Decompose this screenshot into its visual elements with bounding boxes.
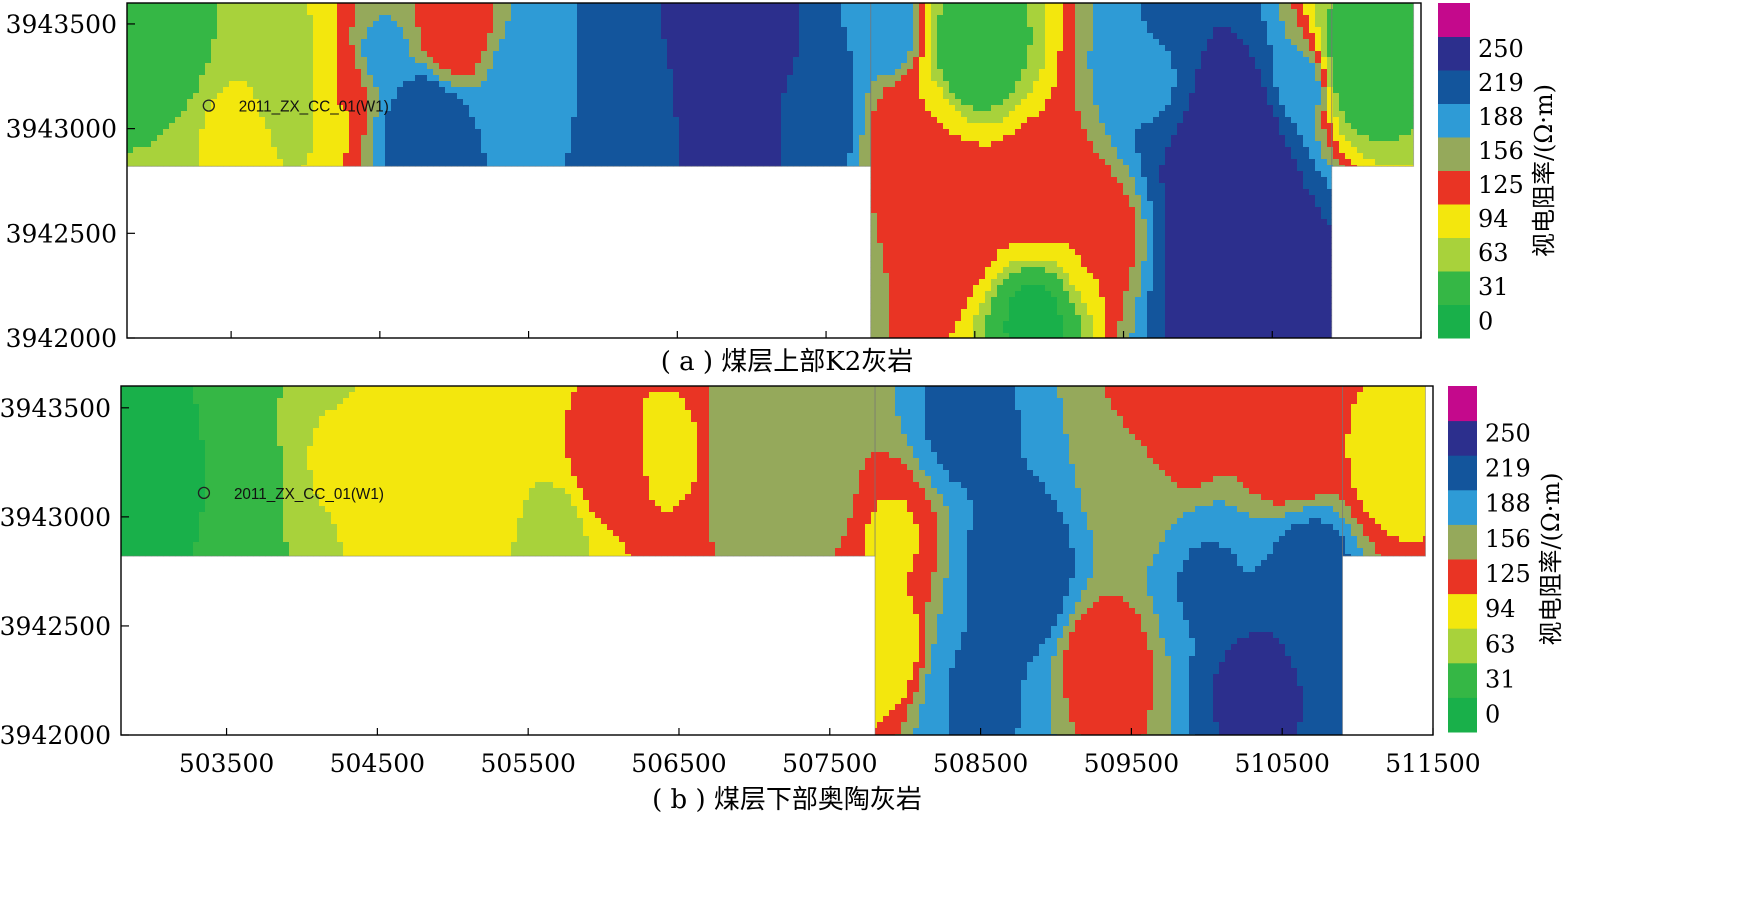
x-tick-label: 505500 — [480, 749, 575, 778]
colorbar-tick-label: 0 — [1485, 701, 1500, 729]
colorbar-tick-label: 0 — [1478, 307, 1493, 335]
colorbar-tick-label: 125 — [1478, 171, 1524, 199]
ticks-a: 3942000 3942500 3943000 3943500 — [6, 10, 1422, 353]
colorbar-tick-label: 250 — [1485, 419, 1531, 447]
y-tick-label: 3942000 — [6, 324, 117, 353]
colorbar-tick-label: 219 — [1485, 454, 1531, 482]
colorbar-segment — [1448, 628, 1477, 664]
colorbar-label: 视电阻率/(Ω·m) — [1530, 84, 1558, 257]
x-tick-label: 506500 — [631, 749, 726, 778]
axes-a — [126, 2, 1422, 339]
x-tick-label: 504500 — [330, 749, 425, 778]
colorbar-tick-label: 156 — [1485, 525, 1531, 553]
well-marker-a: 2011_ZX_CC_01(W1) — [202, 99, 389, 116]
colorbar-tick-label: 250 — [1478, 35, 1524, 63]
well-label: 2011_ZX_CC_01(W1) — [234, 486, 384, 503]
colorbar-segment — [1438, 3, 1470, 37]
x-tick-label: 508500 — [933, 749, 1028, 778]
colorbar-segment — [1448, 455, 1477, 491]
x-tick-label: 503500 — [179, 749, 274, 778]
ticks-b: 3942000 3942500 3943000 3943500 503500 504500… — [0, 394, 1481, 778]
caption-b: ( b ) 煤层下部奥陶灰岩 — [652, 785, 922, 815]
colorbar-tick-label: 31 — [1478, 273, 1509, 301]
colorbar-segment — [1448, 662, 1477, 698]
colorbar-segment — [1448, 386, 1477, 422]
colorbar-tick-label: 219 — [1478, 69, 1524, 97]
x-tick-label: 511500 — [1385, 749, 1480, 778]
colorbar-segment — [1448, 420, 1477, 456]
colorbar-tick-label: 94 — [1478, 205, 1509, 233]
y-tick-label: 3943000 — [6, 115, 117, 144]
colorbar-segment — [1438, 204, 1470, 238]
colorbar-segment — [1438, 137, 1470, 171]
colorbar-segment — [1438, 103, 1470, 138]
colorbar-tick-label: 63 — [1478, 239, 1509, 267]
colorbar-segment — [1438, 36, 1470, 71]
colorbar-segment — [1448, 524, 1477, 560]
x-tick-label: 510500 — [1234, 749, 1329, 778]
resistivity-map-b — [120, 385, 1426, 736]
axes-b — [120, 385, 1434, 736]
colorbar-tick-label: 188 — [1485, 490, 1531, 518]
x-tick-label: 507500 — [782, 749, 877, 778]
colorbar-segment — [1448, 489, 1477, 525]
y-tick-label: 3943500 — [6, 10, 117, 39]
colorbar-segment — [1438, 304, 1470, 339]
colorbar-tick-label: 94 — [1485, 595, 1516, 623]
y-tick-label: 3942000 — [0, 721, 111, 750]
well-icon — [202, 99, 215, 112]
well-icon — [197, 486, 211, 500]
well-marker-b: 2011_ZX_CC_01(W1) — [197, 486, 384, 503]
y-tick-label: 3942500 — [6, 219, 117, 248]
colorbar-segment — [1448, 593, 1477, 629]
colorbar-segment — [1438, 70, 1470, 104]
colorbar-segment — [1438, 271, 1470, 305]
colorbar-tick-label: 188 — [1478, 103, 1524, 131]
panel-b: 3942000 3942500 3943000 3943500 503500 504500… — [0, 385, 1565, 815]
colorbar-tick-label: 63 — [1485, 630, 1516, 658]
colorbar-segment — [1448, 559, 1477, 595]
colorbar-label: 视电阻率/(Ω·m) — [1537, 472, 1565, 645]
colorbar-segment — [1438, 237, 1470, 272]
caption-a: ( a ) 煤层上部K2灰岩 — [661, 347, 914, 377]
colorbar-segment — [1438, 170, 1470, 205]
colorbar-tick-label: 125 — [1485, 560, 1531, 588]
colorbar-tick-label: 31 — [1485, 666, 1516, 694]
y-tick-label: 3943000 — [0, 503, 111, 532]
y-tick-label: 3943500 — [0, 394, 111, 423]
resistivity-map-a — [126, 2, 1415, 339]
colorbar-tick-label: 156 — [1478, 137, 1524, 165]
y-tick-label: 3942500 — [0, 612, 111, 641]
well-label: 2011_ZX_CC_01(W1) — [239, 99, 389, 116]
colorbar-segment — [1448, 697, 1477, 733]
panel-a: 3942000 3942500 3943000 3943500 2011_ZX_CC_… — [6, 2, 1558, 377]
x-tick-label: 509500 — [1084, 749, 1179, 778]
